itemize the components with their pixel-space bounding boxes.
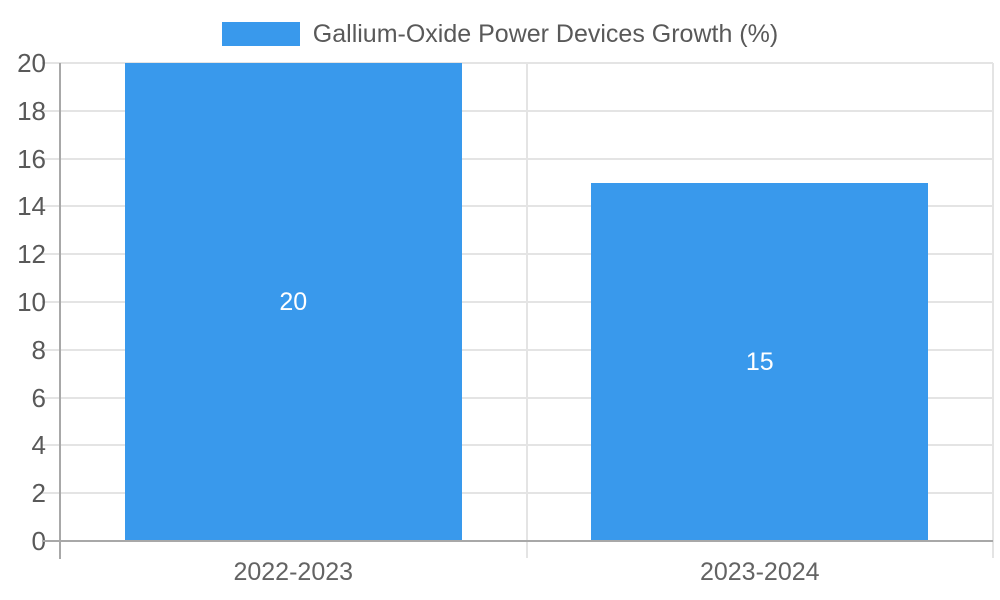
bar-value-label: 15 (745, 347, 774, 376)
y-gridline (42, 62, 993, 64)
bar-2022-2023[interactable] (124, 63, 462, 541)
y-tick-label: 10 (17, 287, 46, 317)
y-tick-label: 4 (31, 430, 46, 461)
x-tick-label: 2023-2024 (699, 558, 820, 586)
y-tick-label: 18 (17, 95, 46, 126)
y-gridline (42, 444, 993, 447)
y-gridline (42, 301, 993, 303)
y-gridline (42, 157, 993, 160)
y-gridline (42, 109, 993, 112)
y-tick-label: 2 (31, 478, 46, 509)
y-tick-label: 6 (31, 382, 46, 413)
category-boundary-gridline (992, 63, 994, 558)
y-tick-label: 14 (17, 191, 46, 222)
x-axis-line (42, 540, 993, 542)
bar-2023-2024[interactable] (591, 182, 929, 541)
y-tick-label: 20 (17, 48, 46, 78)
category-boundary-gridline (525, 63, 528, 558)
y-tick-label: 12 (17, 239, 46, 270)
y-gridline (42, 205, 993, 208)
y-gridline (42, 396, 993, 399)
y-tick-label: 0 (31, 526, 46, 556)
legend-label: Gallium-Oxide Power Devices Growth (%) (312, 19, 779, 48)
y-gridline (42, 253, 993, 256)
bar-value-label: 20 (279, 288, 308, 316)
legend-swatch (221, 22, 300, 46)
y-tick-label: 16 (17, 143, 46, 174)
y-gridline (42, 492, 993, 495)
legend[interactable]: Gallium-Oxide Power Devices Growth (%) (0, 20, 1000, 48)
x-tick-label: 2022-2023 (233, 558, 354, 586)
y-axis-line (59, 63, 61, 559)
y-gridline (42, 348, 993, 351)
y-tick-label: 8 (31, 334, 46, 365)
